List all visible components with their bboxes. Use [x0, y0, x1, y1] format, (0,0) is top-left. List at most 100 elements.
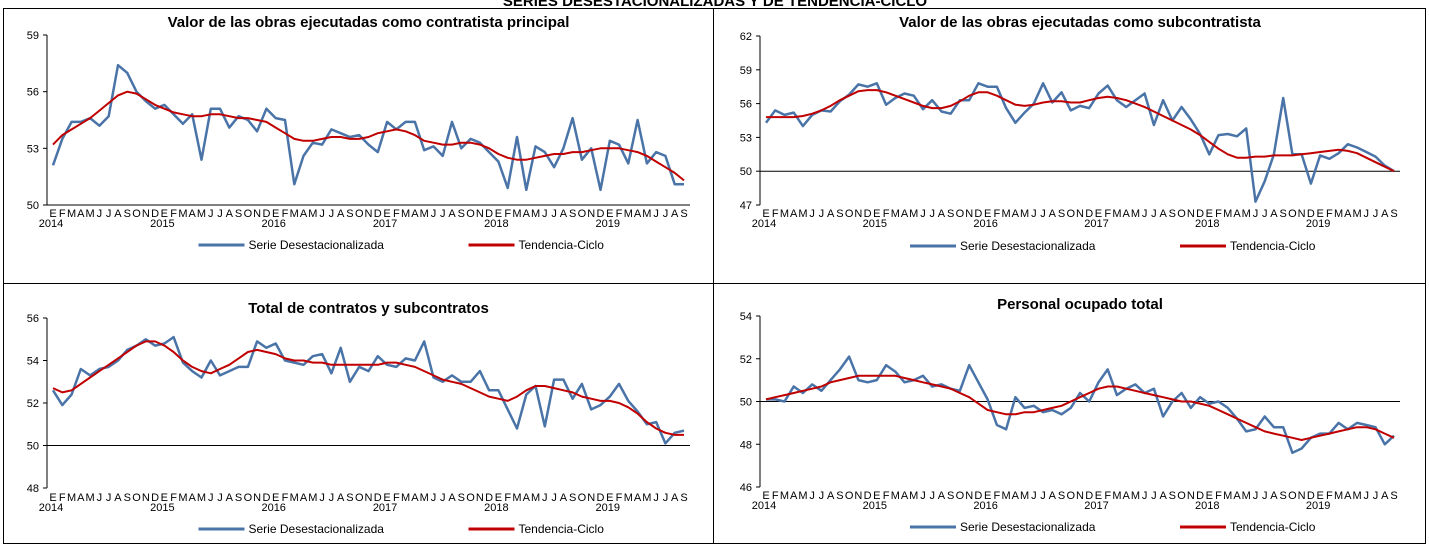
x-tick-label: M — [1242, 208, 1251, 220]
y-tick-label: 50 — [27, 441, 39, 453]
x-tick-label: A — [337, 492, 345, 504]
x-tick-label: M — [1112, 490, 1121, 502]
x-tick-label: M — [1131, 208, 1140, 220]
x-tick-label: S — [836, 208, 843, 220]
x-tick-label: J — [551, 492, 557, 504]
x-tick-label: A — [300, 208, 308, 220]
x-tick-label: A — [189, 208, 197, 220]
x-tick-label: E — [383, 492, 390, 504]
x-tick-label: J — [217, 492, 223, 504]
x-tick-label: J — [1373, 490, 1379, 502]
x-tick-label: M — [891, 490, 900, 502]
x-tick-label: N — [587, 208, 595, 220]
x-tick-label: J — [329, 492, 335, 504]
x-tick-label: F — [1215, 208, 1222, 220]
x-tick-label: J — [106, 492, 112, 504]
x-tick-label: E — [873, 490, 880, 502]
chart-title: Valor de las obras ejecutadas como contr… — [168, 14, 570, 31]
x-tick-label: F — [393, 492, 400, 504]
x-tick-label: A — [901, 490, 909, 502]
x-tick-label: D — [1307, 208, 1315, 220]
x-tick-label: J — [319, 208, 325, 220]
series-line — [765, 374, 1395, 441]
x-tick-label: J — [329, 208, 335, 220]
x-tick-label: O — [355, 492, 364, 504]
x-tick-label: N — [142, 208, 150, 220]
year-label: 2015 — [863, 218, 887, 230]
x-tick-label: F — [1104, 208, 1111, 220]
x-tick-label: J — [106, 208, 112, 220]
x-tick-label: A — [1381, 490, 1389, 502]
x-tick-label: A — [1012, 490, 1020, 502]
y-tick-label: 50 — [740, 166, 752, 178]
x-tick-label: F — [994, 208, 1001, 220]
x-tick-label: S — [1280, 490, 1287, 502]
x-tick-label: F — [504, 208, 511, 220]
x-tick-label: S — [124, 492, 131, 504]
x-tick-label: A — [300, 492, 308, 504]
x-tick-label: N — [1298, 490, 1306, 502]
x-tick-label: M — [512, 208, 521, 220]
y-tick-label: 46 — [740, 482, 752, 494]
x-tick-label: E — [1095, 490, 1102, 502]
x-tick-label: N — [587, 492, 595, 504]
x-tick-label: E — [984, 208, 991, 220]
x-tick-label: A — [634, 492, 642, 504]
x-tick-label: A — [411, 492, 419, 504]
x-tick-label: M — [1334, 208, 1343, 220]
x-tick-label: E — [272, 492, 279, 504]
x-tick-label: S — [346, 208, 353, 220]
x-tick-label: N — [1187, 208, 1195, 220]
x-tick-label: E — [161, 492, 168, 504]
x-tick-label: E — [1316, 208, 1323, 220]
x-tick-label: S — [1058, 208, 1065, 220]
x-tick-label: J — [1262, 490, 1268, 502]
x-tick-label: M — [197, 208, 206, 220]
year-label: 2019 — [1306, 500, 1330, 512]
x-tick-label: O — [355, 208, 364, 220]
year-label: 2015 — [150, 502, 174, 514]
x-tick-label: M — [308, 492, 317, 504]
page-title: SERIES DESESTACIONALIZADAS Y DE TENDENCI… — [503, 0, 928, 10]
x-tick-label: S — [680, 208, 687, 220]
legend-label: Tendencia-Ciclo — [1230, 520, 1316, 534]
x-tick-label: O — [466, 492, 475, 504]
x-tick-label: D — [1196, 490, 1204, 502]
x-tick-label: J — [653, 208, 659, 220]
x-tick-label: S — [836, 490, 843, 502]
x-tick-label: F — [393, 208, 400, 220]
year-label: 2016 — [261, 502, 285, 514]
x-tick-label: M — [909, 490, 918, 502]
x-tick-label: A — [226, 208, 234, 220]
x-tick-label: J — [319, 492, 325, 504]
series-line — [764, 82, 1395, 203]
x-tick-label: O — [956, 490, 965, 502]
x-tick-label: J — [929, 490, 935, 502]
x-tick-label: A — [560, 208, 568, 220]
x-tick-label: D — [374, 208, 382, 220]
x-tick-label: S — [1058, 490, 1065, 502]
x-tick-label: O — [132, 492, 141, 504]
x-tick-label: M — [531, 208, 540, 220]
x-tick-label: M — [197, 492, 206, 504]
x-tick-label: A — [790, 490, 798, 502]
y-tick-label: 62 — [740, 31, 752, 43]
x-tick-label: A — [560, 492, 568, 504]
x-tick-label: O — [1288, 208, 1297, 220]
x-tick-label: E — [984, 490, 991, 502]
x-tick-label: D — [864, 208, 872, 220]
y-tick-label: 54 — [27, 356, 39, 368]
x-tick-label: N — [854, 490, 862, 502]
x-tick-label: J — [1151, 490, 1157, 502]
x-tick-label: D — [974, 490, 982, 502]
x-tick-label: N — [253, 208, 261, 220]
x-tick-label: D — [262, 208, 270, 220]
x-tick-label: O — [578, 208, 587, 220]
x-tick-label: J — [97, 208, 103, 220]
x-tick-label: F — [883, 208, 890, 220]
x-tick-label: M — [290, 492, 299, 504]
x-tick-label: J — [663, 492, 669, 504]
legend-label: Tendencia-Ciclo — [1230, 239, 1316, 253]
x-tick-label: O — [132, 208, 141, 220]
x-tick-label: N — [365, 492, 373, 504]
